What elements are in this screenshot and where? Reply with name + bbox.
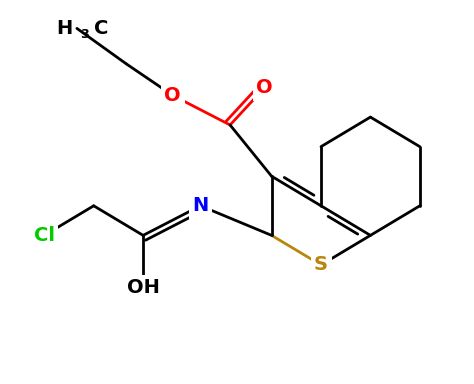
Text: OH: OH (127, 278, 160, 297)
Text: N: N (192, 196, 209, 215)
Text: 3: 3 (80, 28, 89, 41)
Text: Cl: Cl (34, 226, 55, 245)
Text: H: H (57, 19, 73, 38)
Text: O: O (256, 78, 273, 97)
Text: O: O (164, 86, 181, 105)
Text: S: S (314, 255, 328, 275)
Text: C: C (94, 19, 108, 38)
